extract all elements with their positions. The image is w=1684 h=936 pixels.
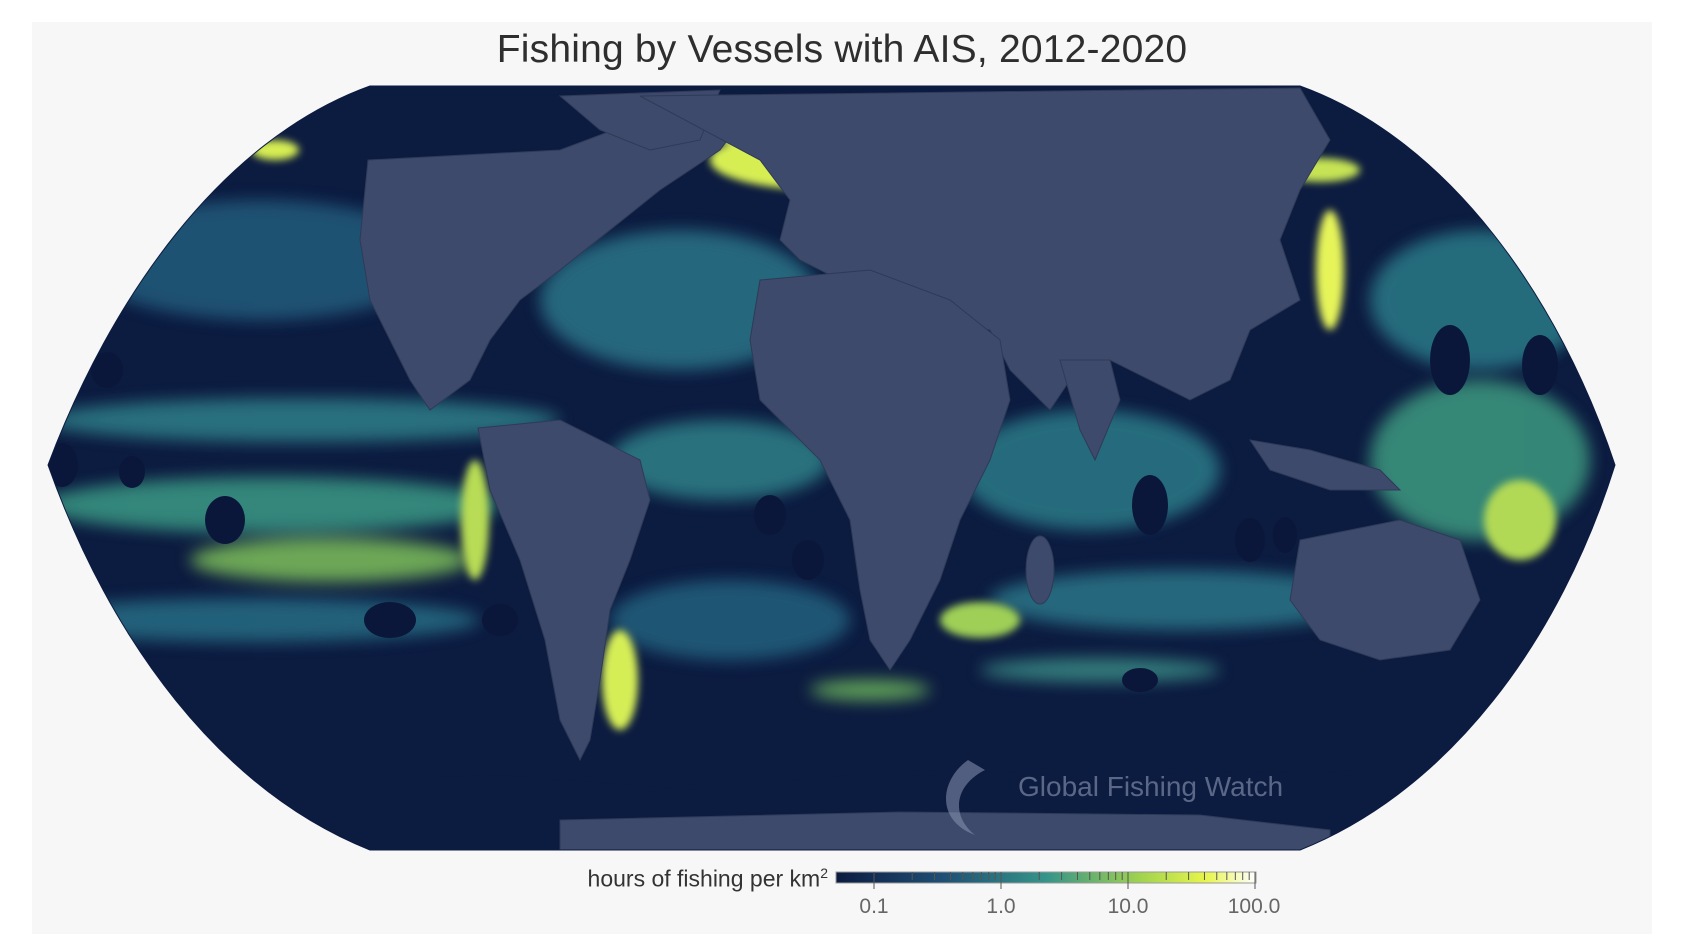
india — [1059, 359, 1121, 462]
watermark-text: Global Fishing Watch — [1018, 771, 1283, 802]
africa — [749, 269, 1011, 671]
tick-label: 100.0 — [1227, 895, 1281, 918]
land-masses — [48, 87, 1615, 850]
australia — [1289, 519, 1481, 661]
tick-label: 0.1 — [859, 895, 889, 918]
colorbar-ticks — [873, 872, 1256, 889]
madagascar — [1025, 535, 1055, 605]
globe-outline — [47, 85, 1616, 851]
watermark: Global Fishing Watch — [945, 760, 1283, 835]
map-title: Fishing by Vessels with AIS, 2012-2020 — [496, 28, 1188, 71]
south-america — [477, 419, 651, 762]
tick-label: 10.0 — [1107, 895, 1149, 918]
indonesia — [1248, 439, 1402, 491]
closed-areas — [48, 325, 1558, 692]
ocean-layer: Global Fishing Watch — [48, 86, 1615, 850]
gfw-logo-icon — [945, 760, 985, 835]
eurasia — [639, 87, 1331, 411]
colorbar — [835, 871, 1257, 884]
tick-label: 1.0 — [986, 895, 1016, 918]
legend-label: hours of fishing per km2 — [587, 865, 828, 892]
antarctica-land — [559, 811, 1331, 850]
